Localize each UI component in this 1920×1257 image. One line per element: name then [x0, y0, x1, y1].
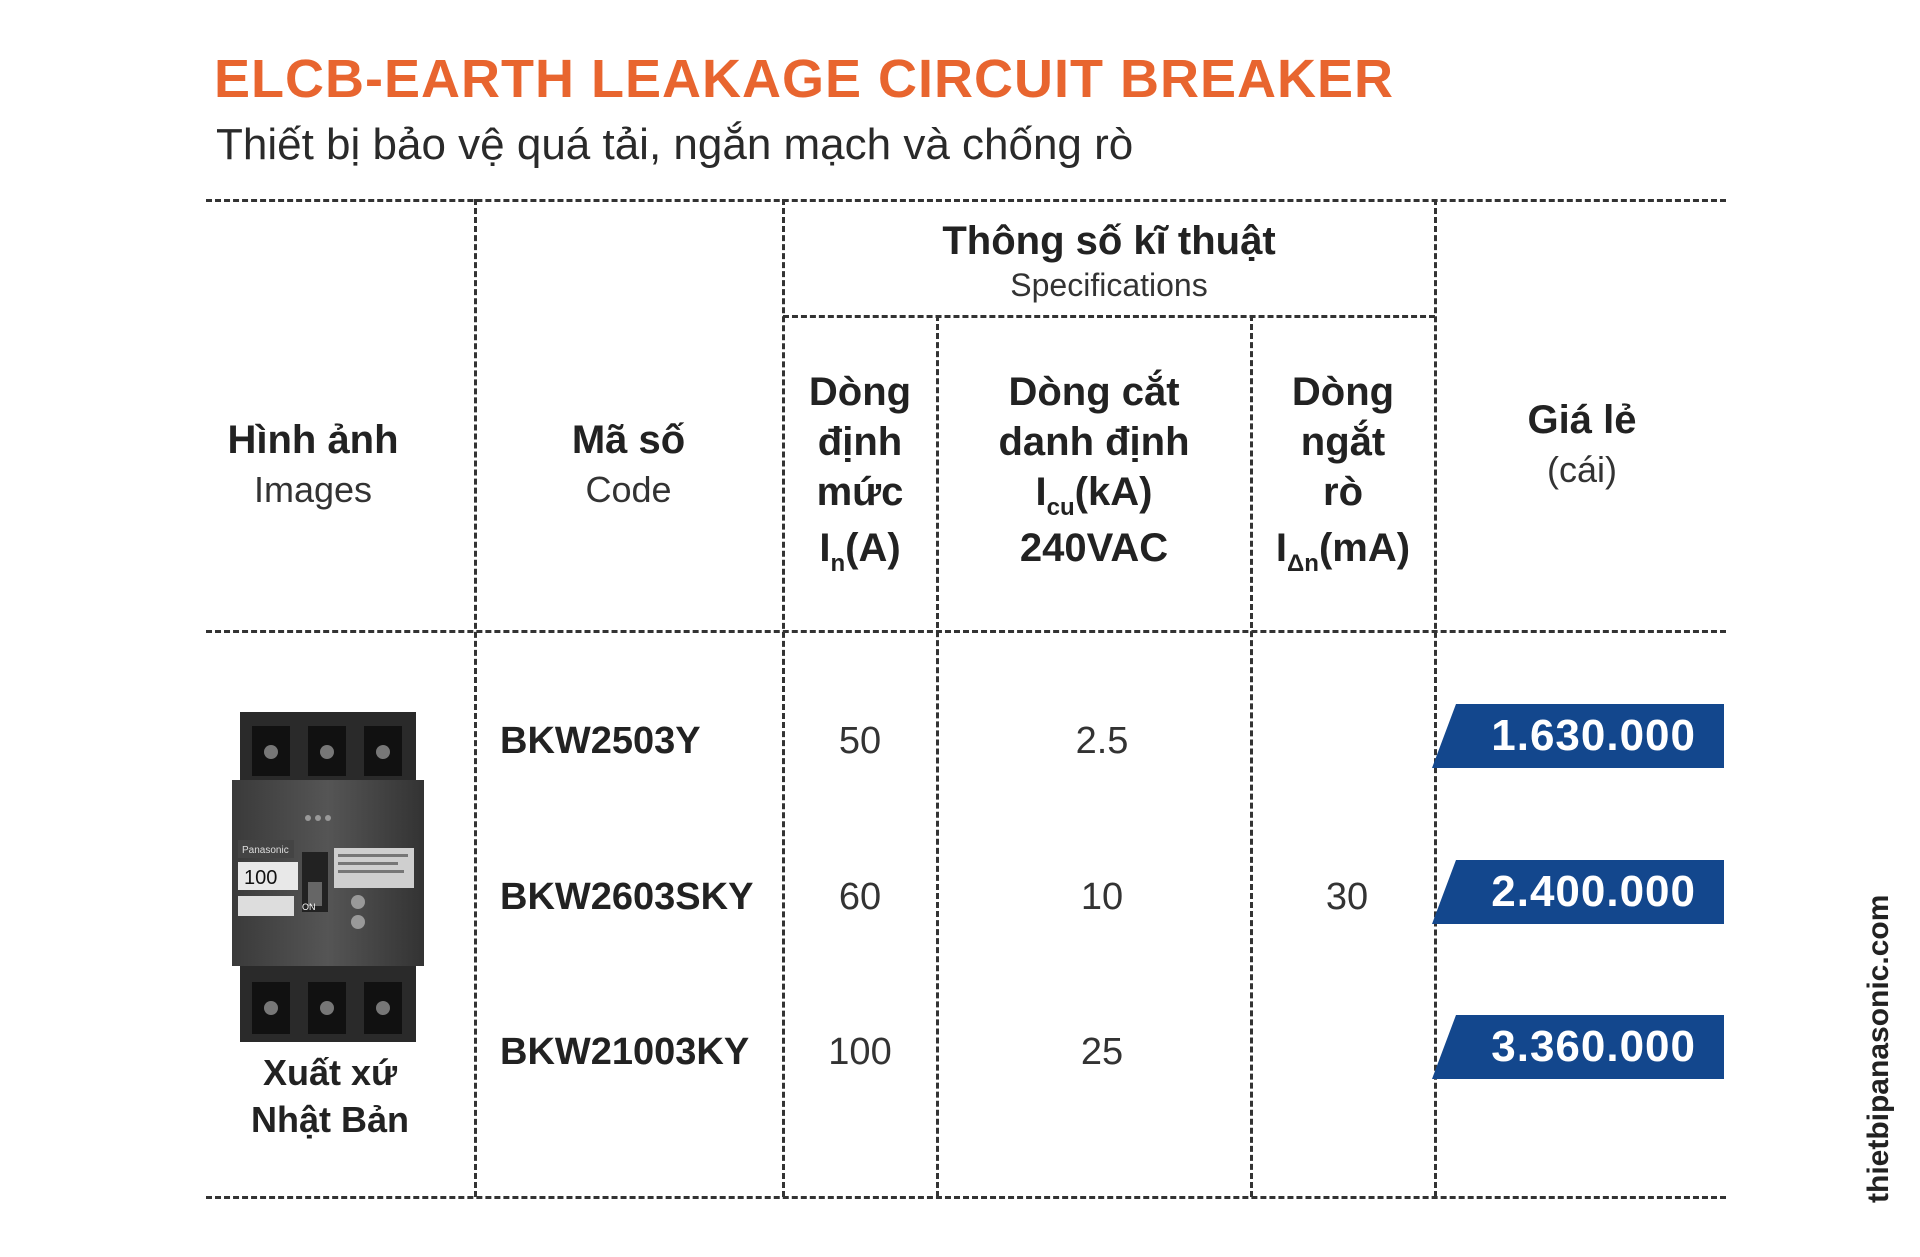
breaking-capacity-value: 10: [1080, 876, 1124, 918]
breaking-capacity-value: 25: [1080, 1031, 1124, 1073]
price-badge: 1.630.000: [1432, 704, 1724, 768]
breaking-line4: 240VAC: [1019, 526, 1169, 570]
header-images-sublabel: Images: [253, 468, 373, 510]
rated-current-value: 50: [838, 720, 882, 762]
column-divider: [474, 199, 477, 1197]
rated-line1: Dòng: [808, 370, 912, 414]
breaker-product-image: Panasonic 100 ON: [232, 712, 424, 1042]
header-images: Hình ảnh Images: [206, 380, 420, 550]
table-top-border: [206, 199, 1726, 202]
rated-line2: định: [817, 420, 903, 464]
breaking-symbol: I: [1035, 470, 1047, 514]
leakage-line1: Dòng: [1291, 370, 1395, 414]
header-specs-sublabel: Specifications: [1010, 266, 1208, 303]
header-price-label: Giá lẻ: [1527, 397, 1637, 442]
breaking-line2: danh định: [998, 420, 1190, 464]
leakage-current-value: 30: [1325, 876, 1369, 918]
header-specifications: Thông số kĩ thuật Specifications: [785, 210, 1433, 310]
rated-symbol-line: In(A): [819, 523, 901, 577]
specs-header-divider: [783, 315, 1435, 318]
origin-label: Xuất xứ Nhật Bản: [250, 1052, 409, 1140]
column-divider: [1250, 315, 1253, 1197]
column-divider: [936, 315, 939, 1197]
column-divider: [1434, 199, 1437, 1197]
header-bottom-border: [206, 630, 1726, 633]
leakage-symbol-line: IΔn(mA): [1275, 523, 1411, 577]
header-price-sublabel: (cái): [1547, 448, 1617, 490]
header-images-label: Hình ảnh: [227, 417, 399, 462]
header-rated-current: Dòng định mức In(A): [785, 350, 935, 590]
price-badge: 2.400.000: [1432, 860, 1724, 924]
leakage-line2: ngắt: [1300, 420, 1386, 464]
page-title: ELCB-EARTH LEAKAGE CIRCUIT BREAKER: [214, 49, 1394, 109]
header-code: Mã số Code: [477, 380, 780, 550]
rated-subscript: n: [830, 550, 846, 577]
leakage-line3: rò: [1323, 470, 1363, 514]
rated-symbol: I: [819, 526, 831, 570]
header-breaking-capacity: Dòng cắt danh định Icu(kA) 240VAC: [939, 355, 1249, 585]
page-subtitle: Thiết bị bảo vệ quá tải, ngắn mạch và ch…: [216, 120, 1134, 169]
column-divider: [782, 199, 785, 1197]
header-price: Giá lẻ (cái): [1437, 380, 1727, 510]
breaking-line1: Dòng cắt: [1008, 370, 1180, 414]
header-specs-label: Thông số kĩ thuật: [942, 218, 1276, 263]
breaking-subscript: cu: [1046, 494, 1075, 521]
on-text: ON: [302, 902, 316, 912]
header-leakage-current: Dòng ngắt rò IΔn(mA): [1253, 350, 1433, 590]
rated-unit: (A): [845, 526, 901, 570]
leakage-unit: (mA): [1318, 526, 1411, 570]
product-code: BKW2503Y: [500, 720, 701, 762]
leakage-subscript: Δn: [1287, 550, 1319, 577]
breaking-unit: (kA): [1074, 470, 1153, 514]
product-code: BKW21003KY: [500, 1031, 750, 1073]
website-watermark: thietbipanasonic.com: [1862, 894, 1895, 1203]
header-code-label: Mã số: [571, 417, 686, 462]
rated-line3: mức: [816, 470, 904, 514]
product-code: BKW2603SKY: [500, 876, 754, 918]
rated-current-value: 100: [828, 1031, 892, 1073]
brand-text: Panasonic: [242, 845, 289, 856]
rated-current-value: 60: [838, 876, 882, 918]
price-badge: 3.360.000: [1432, 1015, 1724, 1079]
header-code-sublabel: Code: [585, 468, 672, 510]
breaking-capacity-value: 2.5: [1075, 720, 1129, 762]
rating-text: 100: [244, 867, 277, 889]
breaking-symbol-line: Icu(kA): [1035, 467, 1153, 521]
leakage-symbol: I: [1275, 526, 1288, 570]
table-bottom-border: [206, 1196, 1726, 1199]
